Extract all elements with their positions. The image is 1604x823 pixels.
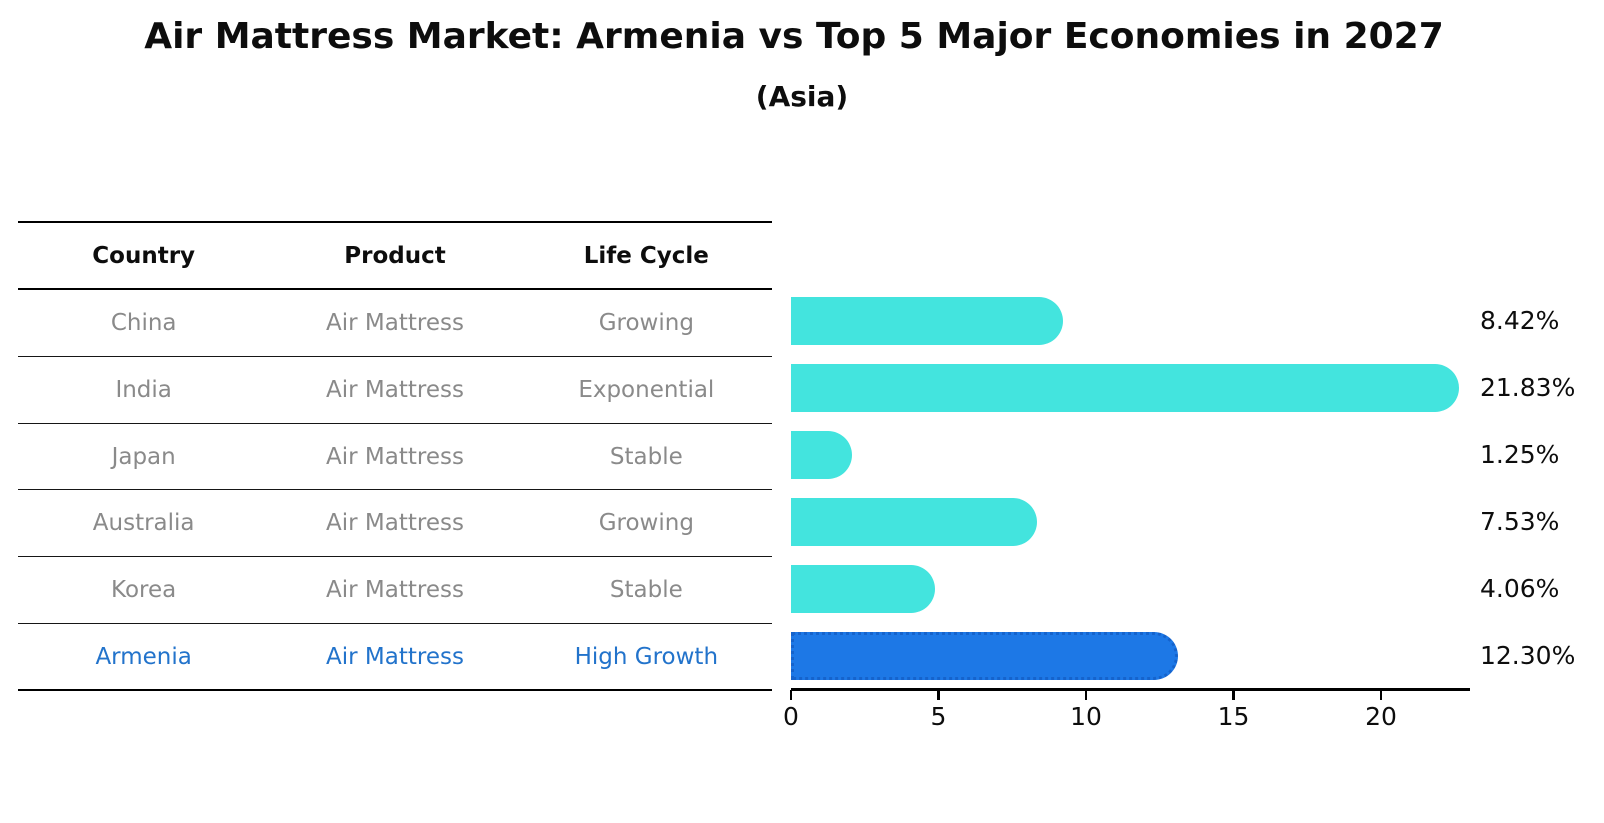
x-axis-tick bbox=[1232, 690, 1235, 700]
cell-life_cycle: Exponential bbox=[578, 376, 715, 403]
cell-product: Air Mattress bbox=[326, 443, 464, 470]
cell-product: Air Mattress bbox=[326, 510, 464, 537]
table-row-australia: Australia Air Mattress Growing bbox=[18, 490, 772, 558]
bar-value-label-china: 8.42% bbox=[1480, 306, 1560, 336]
x-axis-tick bbox=[789, 690, 793, 700]
cell-life_cycle: Stable bbox=[609, 443, 683, 470]
cell-country: Japan bbox=[111, 443, 176, 470]
bar-china bbox=[791, 297, 1064, 346]
cell-country: Australia bbox=[92, 510, 195, 537]
cell-product: Air Mattress bbox=[326, 577, 464, 604]
bar-korea bbox=[791, 564, 935, 613]
table-body: China Air Mattress Growing India Air Mattres… bbox=[18, 290, 772, 691]
cell-country: Armenia bbox=[95, 643, 192, 670]
cell-country: Korea bbox=[111, 577, 177, 604]
cell-product: Air Mattress bbox=[326, 309, 464, 336]
table-row-china: China Air Mattress Growing bbox=[18, 290, 772, 357]
bar-value-label-korea: 4.06% bbox=[1480, 573, 1560, 603]
cell-life_cycle: Growing bbox=[598, 510, 694, 537]
cell-life_cycle: High Growth bbox=[574, 643, 719, 670]
x-axis-tick bbox=[1379, 690, 1383, 700]
bar-armenia bbox=[791, 631, 1178, 680]
x-axis-tick bbox=[1084, 690, 1088, 700]
x-axis-tick-label: 10 bbox=[1070, 702, 1102, 731]
table-header-product: Product bbox=[344, 242, 446, 269]
bar-value-label-australia: 7.53% bbox=[1480, 506, 1560, 536]
table-row-india: India Air Mattress Exponential bbox=[18, 357, 772, 424]
cell-country: India bbox=[115, 376, 172, 403]
bar-value-label-japan: 1.25% bbox=[1480, 440, 1560, 470]
bar-value-label-india: 21.83% bbox=[1480, 373, 1576, 403]
chart-subtitle: (Asia) bbox=[755, 80, 849, 113]
chart-title: Air Mattress Market: Armenia vs Top 5 Ma… bbox=[144, 16, 1444, 57]
table-row-korea: Korea Air Mattress Stable bbox=[18, 557, 772, 625]
country-table: Country Product Life Cycle China Air Mattre… bbox=[18, 221, 772, 691]
x-axis-tick bbox=[937, 690, 940, 700]
cell-country: China bbox=[110, 309, 177, 336]
x-axis-tick-label: 15 bbox=[1217, 702, 1250, 731]
table-header-life-cycle: Life Cycle bbox=[583, 242, 709, 269]
bar-australia bbox=[791, 497, 1038, 546]
x-axis-tick-label: 20 bbox=[1365, 702, 1397, 731]
table-row-armenia: Armenia Air Mattress High Growth bbox=[18, 624, 772, 691]
cell-product: Air Mattress bbox=[326, 376, 464, 403]
table-header-country: Country bbox=[92, 242, 196, 269]
cell-life_cycle: Growing bbox=[598, 309, 694, 336]
table-row-japan: Japan Air Mattress Stable bbox=[18, 424, 772, 491]
bar-india bbox=[791, 364, 1459, 413]
x-axis-tick-label: 5 bbox=[930, 702, 947, 731]
table-header-row: Country Product Life Cycle bbox=[18, 223, 772, 290]
cell-product: Air Mattress bbox=[326, 643, 464, 670]
x-axis-tick-label: 0 bbox=[783, 702, 799, 731]
bar-japan bbox=[791, 431, 852, 480]
x-axis-line bbox=[791, 688, 1470, 691]
cell-life_cycle: Stable bbox=[609, 577, 683, 604]
bar-value-label-armenia: 12.30% bbox=[1480, 640, 1576, 670]
